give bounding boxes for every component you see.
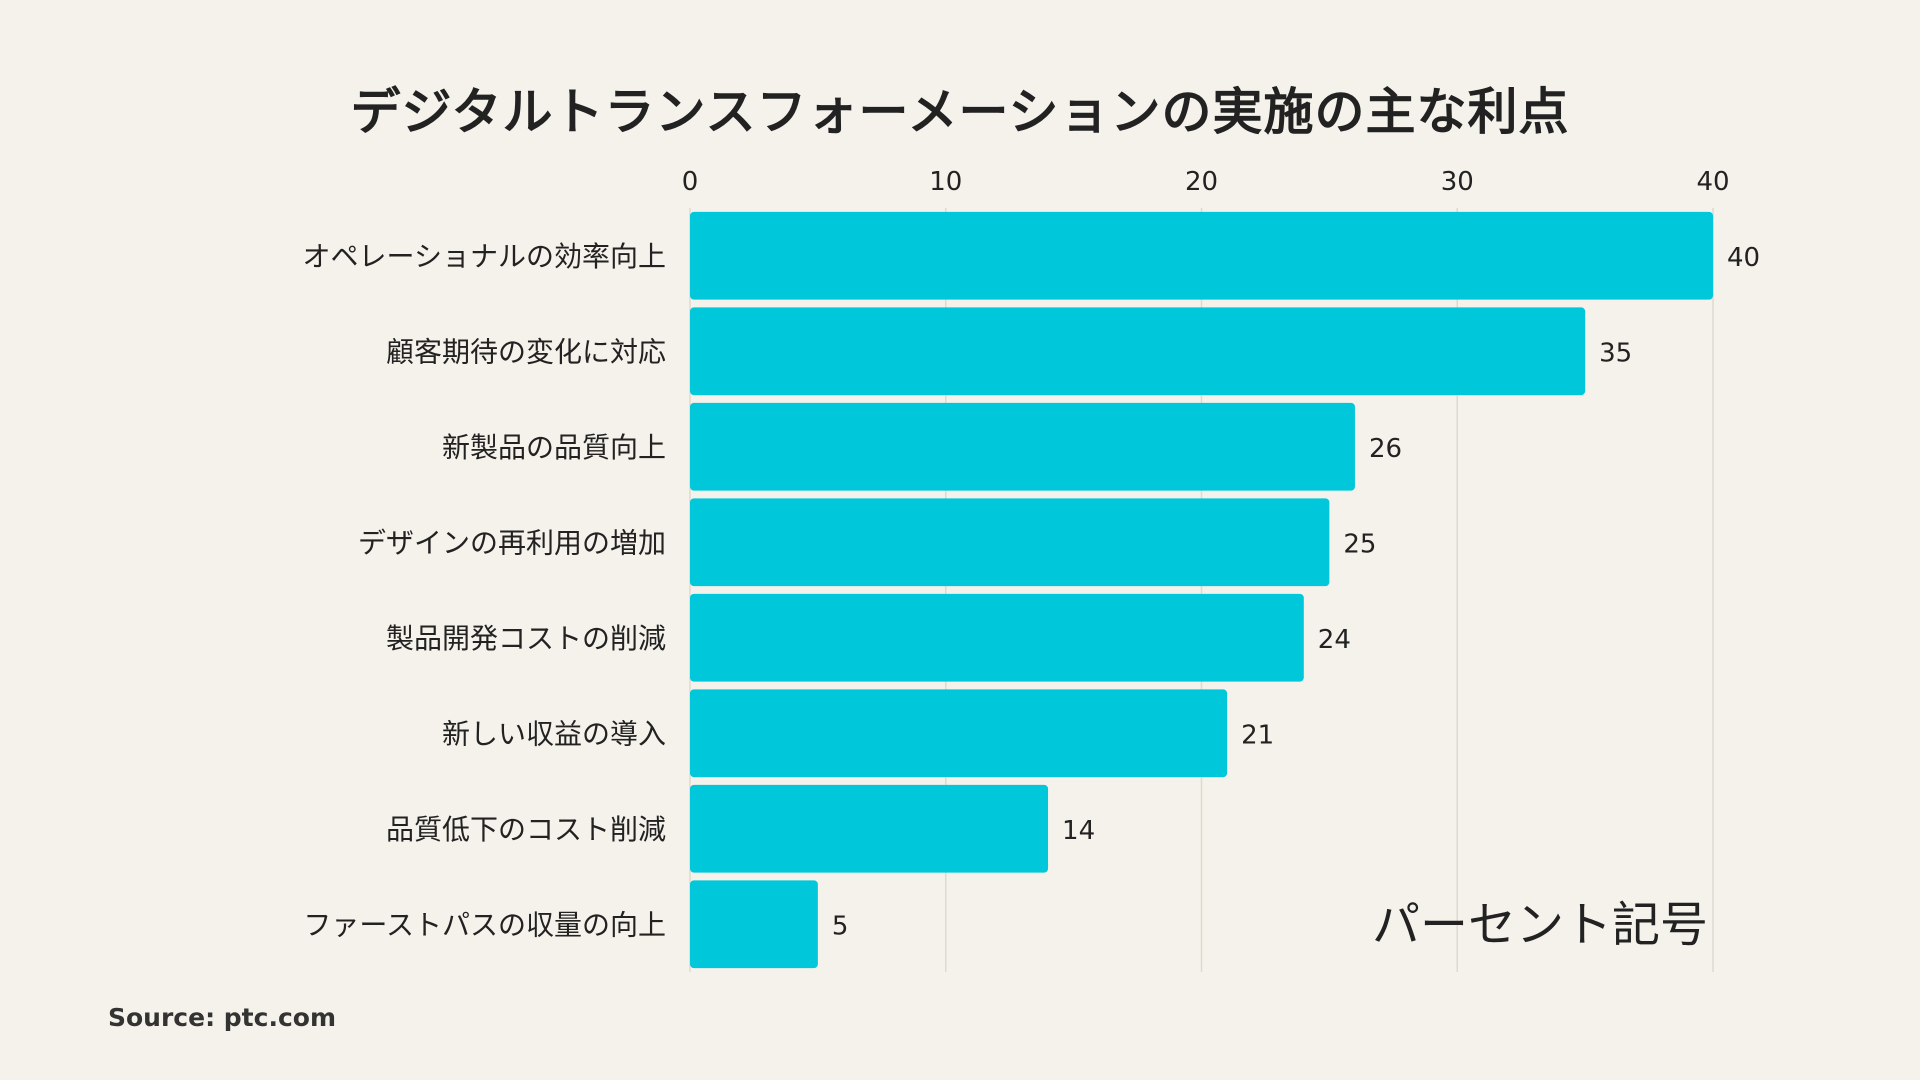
bar <box>690 880 818 969</box>
category-label: 品質低下のコスト削減 <box>386 813 666 846</box>
x-tick-label: 40 <box>1696 167 1729 197</box>
value-label: 26 <box>1369 434 1402 464</box>
unit-label: パーセント記号 <box>1371 897 1708 953</box>
bar <box>690 211 1713 300</box>
category-label: 顧客期待の変化に対応 <box>386 335 666 368</box>
category-label: 新しい収益の導入 <box>442 717 666 750</box>
category-label: オペレーショナルの効率向上 <box>303 240 666 273</box>
x-tick-label: 10 <box>929 167 962 197</box>
value-label: 25 <box>1343 529 1376 559</box>
source-label: Source: ptc.com <box>108 1003 336 1032</box>
bar <box>690 689 1228 778</box>
category-labels: オペレーショナルの効率向上顧客期待の変化に対応新製品の品質向上デザインの再利用の… <box>303 240 666 942</box>
chart-title: デジタルトランスフォーメーションの実施の主な利点 <box>350 83 1570 141</box>
value-label: 24 <box>1318 625 1351 655</box>
x-axis-ticks: 0 10 20 30 40 <box>682 167 1730 197</box>
category-label: ファーストパスの収量の向上 <box>303 908 666 941</box>
value-label: 40 <box>1727 243 1760 273</box>
bars <box>690 211 1713 969</box>
bar <box>690 784 1049 873</box>
value-label: 35 <box>1599 338 1632 368</box>
x-tick-label: 0 <box>682 167 699 197</box>
category-label: 新製品の品質向上 <box>442 431 666 464</box>
bar <box>690 402 1355 491</box>
x-tick-label: 30 <box>1441 167 1474 197</box>
category-label: デザインの再利用の増加 <box>358 526 666 559</box>
value-labels: 40 35 26 25 24 21 14 5 <box>832 243 1760 942</box>
x-tick-label: 20 <box>1185 167 1218 197</box>
bar <box>690 307 1586 396</box>
value-label: 5 <box>832 911 849 941</box>
bar <box>690 593 1304 682</box>
value-label: 14 <box>1062 816 1095 846</box>
category-label: 製品開発コストの削減 <box>386 622 666 655</box>
bar <box>690 498 1330 587</box>
value-label: 21 <box>1241 720 1274 750</box>
